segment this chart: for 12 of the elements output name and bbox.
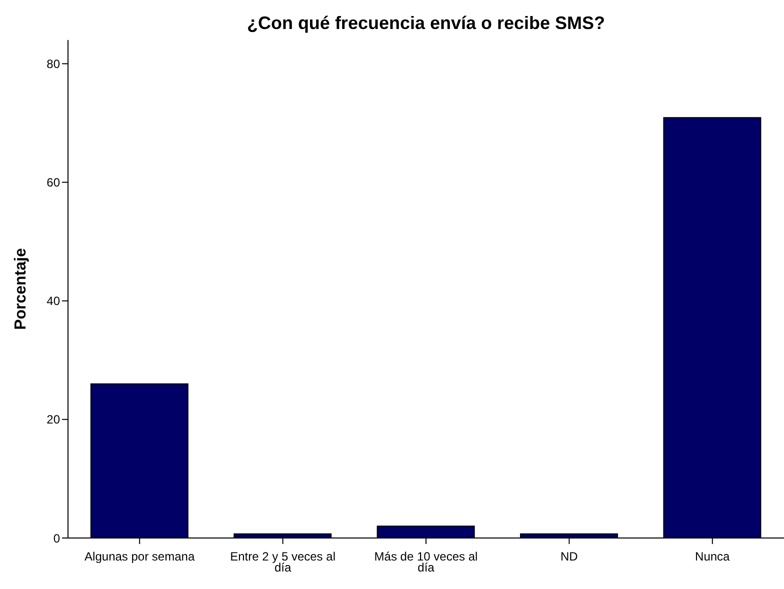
y-tick-label: 40 [46, 294, 60, 308]
y-tick-label: 0 [53, 531, 60, 546]
y-tick-label: 60 [46, 176, 60, 190]
x-tick-label: ND [560, 550, 578, 564]
x-tick-label: Entre 2 y 5 veces al día [230, 550, 336, 575]
x-tick-label: Algunas por semana [84, 550, 195, 564]
y-tick-label: 20 [46, 412, 60, 427]
x-tick-label: Nunca [695, 550, 730, 564]
x-tick-label: Más de 10 veces al día [374, 550, 478, 575]
y-axis-title: Porcentaje [12, 248, 30, 330]
y-tick-label: 80 [46, 56, 60, 71]
chart-title: ¿Con qué frecuencia envía o recibe SMS? [246, 12, 606, 35]
